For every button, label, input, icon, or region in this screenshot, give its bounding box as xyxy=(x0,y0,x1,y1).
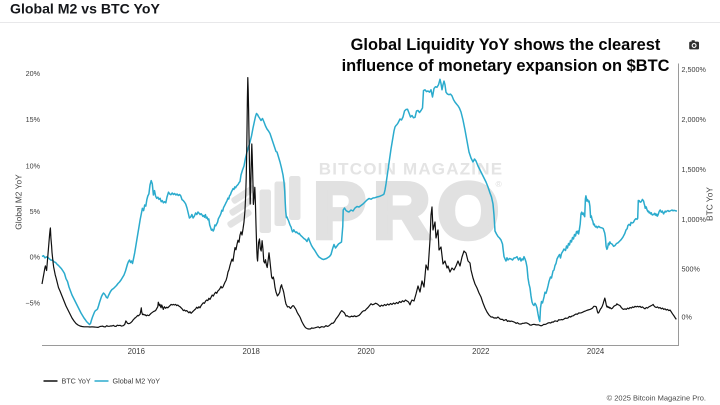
svg-text:10%: 10% xyxy=(26,162,41,171)
svg-text:0%: 0% xyxy=(682,313,693,322)
svg-text:5%: 5% xyxy=(30,207,41,216)
svg-text:Global M2 YoY: Global M2 YoY xyxy=(14,174,24,230)
svg-text:500%: 500% xyxy=(682,264,701,273)
svg-text:BTC YoY: BTC YoY xyxy=(705,187,715,221)
svg-text:1,000%: 1,000% xyxy=(682,215,707,224)
svg-text:© 2025 Bitcoin Magazine Pro.: © 2025 Bitcoin Magazine Pro. xyxy=(607,394,706,403)
svg-text:−5%: −5% xyxy=(25,299,40,308)
svg-text:Global M2 YoY: Global M2 YoY xyxy=(113,377,161,386)
svg-text:20%: 20% xyxy=(26,69,41,78)
svg-text:2016: 2016 xyxy=(128,347,145,356)
svg-text:2,000%: 2,000% xyxy=(682,115,707,124)
svg-text:0%: 0% xyxy=(30,253,41,262)
svg-text:®: ® xyxy=(496,179,503,189)
svg-text:1,500%: 1,500% xyxy=(682,165,707,174)
svg-text:BITCOIN MAGAZINE: BITCOIN MAGAZINE xyxy=(319,160,503,179)
svg-text:2018: 2018 xyxy=(243,347,260,356)
svg-text:15%: 15% xyxy=(26,115,41,124)
svg-text:2024: 2024 xyxy=(587,347,605,356)
svg-text:Global M2 vs BTC YoY: Global M2 vs BTC YoY xyxy=(10,1,160,17)
svg-text:2,500%: 2,500% xyxy=(682,65,707,74)
svg-text:2022: 2022 xyxy=(472,347,489,356)
svg-text:influence of monetary expansio: influence of monetary expansion on $BTC xyxy=(342,57,670,75)
svg-text:Global Liquidity YoY shows the: Global Liquidity YoY shows the clearest xyxy=(351,36,661,54)
svg-text:BTC YoY: BTC YoY xyxy=(62,377,91,386)
svg-text:2020: 2020 xyxy=(357,347,375,356)
